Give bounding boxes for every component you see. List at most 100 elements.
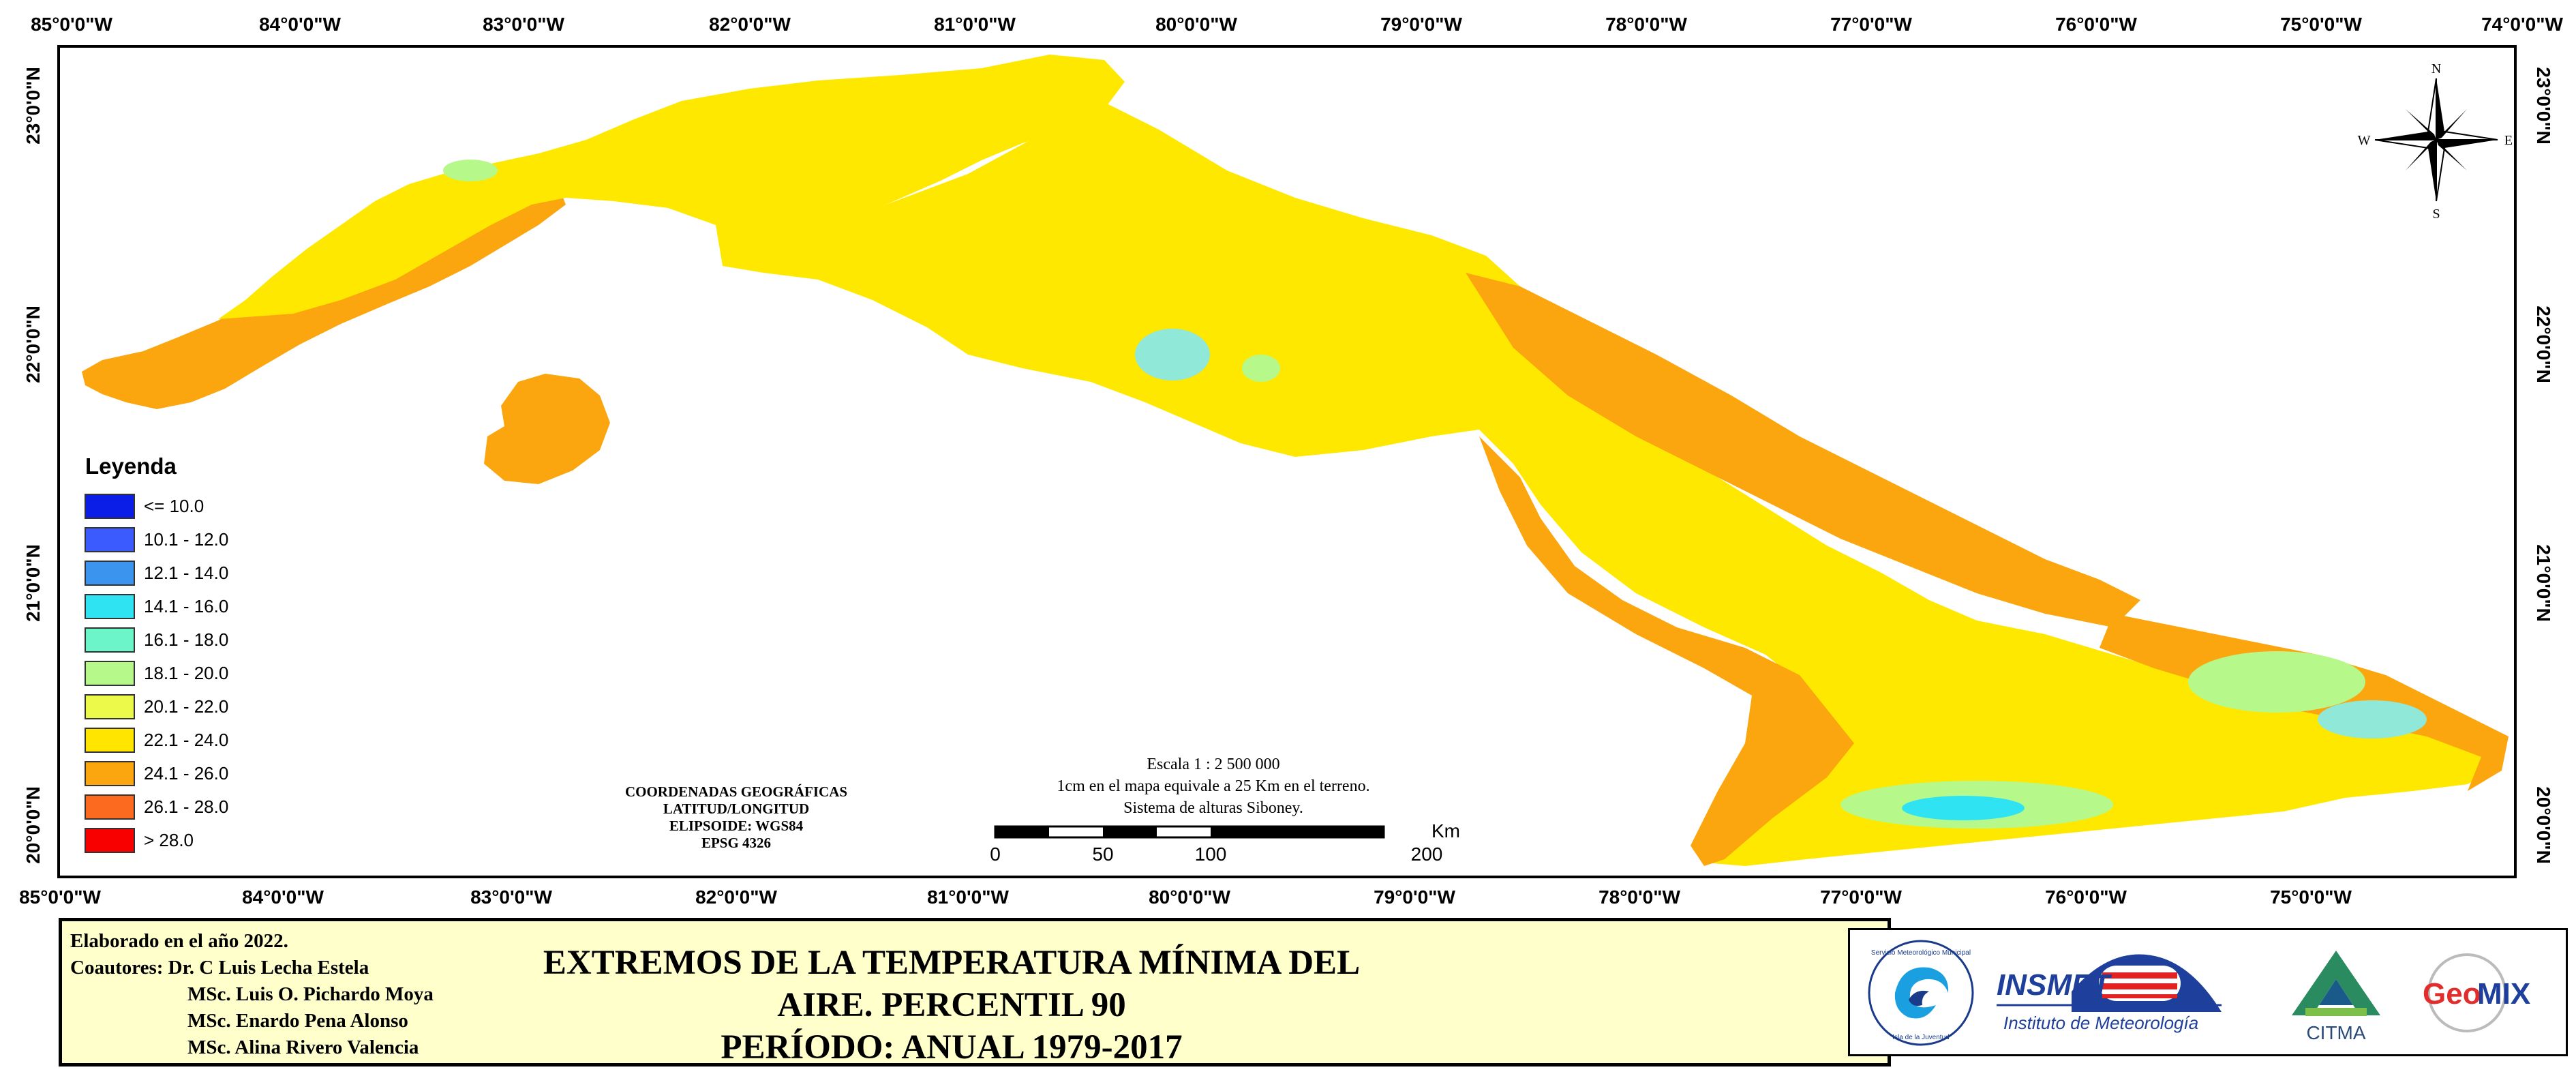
lon-label: 84°0'0"W	[242, 886, 324, 908]
lat-labels-right: 23°0'0"N 22°0'0"N 21°0'0"N 20°0'0"N	[2533, 67, 2554, 864]
coordinates-block: COORDENADAS GEOGRÁFICAS LATITUD/LONGITUD…	[625, 784, 847, 851]
legend-swatch	[85, 694, 135, 719]
northern-orange-coast	[1466, 273, 2140, 627]
scale-text: Escala 1 : 2 500 000	[1147, 756, 1279, 773]
legend-swatch	[85, 794, 135, 820]
compass-rose-icon: N S E W	[2358, 61, 2513, 222]
compass-n: N	[2431, 61, 2441, 76]
legend-swatch	[85, 661, 135, 686]
lon-label: 85°0'0"W	[19, 886, 101, 908]
legend-label: 22.1 - 24.0	[144, 730, 228, 750]
authors-block: Elaborado en el año 2022. Coautores: Dr.…	[70, 928, 434, 1061]
legend-swatch	[85, 728, 135, 753]
lon-label: 77°0'0"W	[1830, 14, 1912, 35]
legend-title: Leyenda	[85, 453, 177, 479]
isla-logo-top: Servicio Meteorológico Municipal	[1871, 949, 1971, 957]
map-title: EXTREMOS DE LA TEMPERATURA MÍNIMA DEL AI…	[498, 942, 1405, 1069]
lat-label: 22°0'0"N	[2533, 305, 2554, 383]
legend-label: 18.1 - 20.0	[144, 663, 228, 683]
scale-tick: 200	[1411, 844, 1443, 865]
lat-label: 21°0'0"N	[22, 544, 44, 622]
scale-bar	[994, 825, 1385, 839]
author-line: MSc. Luis O. Pichardo Moya	[187, 983, 434, 1005]
lon-label: 80°0'0"W	[1155, 14, 1237, 35]
made-year: Elaborado en el año 2022.	[70, 930, 288, 952]
legend-swatch	[85, 594, 135, 619]
lat-label: 20°0'0"N	[2533, 786, 2554, 864]
lat-label: 21°0'0"N	[2533, 544, 2554, 622]
lat-label: 23°0'0"N	[2533, 67, 2554, 145]
lon-label: 81°0'0"W	[934, 14, 1016, 35]
logos-panel: Servicio Meteorológico Municipal Isla de…	[1848, 928, 2568, 1056]
coords-line: EPSG 4326	[701, 835, 771, 851]
scale-block: Escala 1 : 2 500 000 1cm en el mapa equi…	[990, 756, 1460, 865]
cuba-island	[82, 55, 2509, 866]
highland-patch-central	[1135, 329, 1210, 381]
lon-label: 79°0'0"W	[1374, 886, 1455, 908]
isla-logo: Servicio Meteorológico Municipal Isla de…	[1861, 937, 1981, 1049]
lon-label: 84°0'0"W	[259, 14, 341, 35]
scale-text: Sistema de alturas Siboney.	[1123, 799, 1303, 817]
lon-label: 79°0'0"W	[1380, 14, 1462, 35]
author-line: MSc. Alina Rivero Valencia	[187, 1036, 419, 1058]
compass-s: S	[2432, 207, 2440, 222]
legend-label: 14.1 - 16.0	[144, 596, 228, 616]
geomix-a: Geo	[2423, 977, 2481, 1011]
legend-swatch	[85, 494, 135, 519]
western-yellow-region	[218, 55, 1125, 319]
compass-w: W	[2358, 133, 2371, 148]
scale-tick: 0	[990, 844, 1001, 865]
lat-label: 22°0'0"N	[22, 305, 44, 383]
southern-orange-coast	[1479, 436, 1854, 866]
legend-swatch	[85, 561, 135, 586]
lat-label: 20°0'0"N	[22, 786, 44, 864]
isla-logo-bottom: Isla de la Juventud	[1892, 1034, 1949, 1041]
lon-label: 78°0'0"W	[1598, 886, 1680, 908]
citma-logo: CITMA	[2278, 937, 2394, 1049]
lon-label: 85°0'0"W	[31, 14, 112, 35]
legend-label: 10.1 - 12.0	[144, 529, 228, 550]
lon-label: 77°0'0"W	[1820, 886, 1902, 908]
scale-tick: 100	[1195, 844, 1227, 865]
legend-label: 20.1 - 22.0	[144, 696, 228, 717]
legend-label: > 28.0	[144, 830, 194, 850]
geomix-b: MIX	[2477, 977, 2530, 1011]
lon-label: 74°0'0"W	[2481, 14, 2563, 35]
legend-label: 26.1 - 28.0	[144, 796, 228, 817]
scale-unit: Km	[1431, 820, 1460, 841]
compass-e: E	[2504, 133, 2513, 148]
map-canvas: 85°0'0"W 84°0'0"W 83°0'0"W 82°0'0"W 81°0…	[19, 14, 2563, 908]
insmet-logo: INSMET Instituto de Meteorología	[1990, 937, 2262, 1049]
lon-label: 82°0'0"W	[695, 886, 777, 908]
scale-tick: 50	[1092, 844, 1113, 865]
lon-labels-bottom: 85°0'0"W 84°0'0"W 83°0'0"W 82°0'0"W 81°0…	[19, 886, 2352, 908]
legend: Leyenda <= 10.0 10.1 - 12.0 12.1 - 14.0 14.…	[85, 453, 228, 853]
coords-line: COORDENADAS GEOGRÁFICAS	[625, 784, 847, 800]
highland-patch-central-2	[1242, 355, 1280, 382]
citma-name: CITMA	[2306, 1022, 2365, 1043]
author-line: MSc. Enardo Pena Alonso	[187, 1010, 408, 1032]
lon-label: 83°0'0"W	[470, 886, 552, 908]
coords-line: LATITUD/LONGITUD	[663, 801, 809, 817]
lon-label: 82°0'0"W	[709, 14, 791, 35]
legend-label: 24.1 - 26.0	[144, 763, 228, 784]
lon-label: 78°0'0"W	[1605, 14, 1687, 35]
lat-label: 23°0'0"N	[22, 67, 44, 145]
nipe-baracoa-patch	[2188, 651, 2365, 713]
legend-label: <= 10.0	[144, 496, 204, 516]
legend-swatch	[85, 527, 135, 552]
title-line-2: PERÍODO: ANUAL 1979-2017	[721, 1028, 1183, 1066]
baracoa-patch	[2318, 700, 2427, 739]
lon-label: 76°0'0"W	[2045, 886, 2127, 908]
legend-swatch	[85, 828, 135, 853]
lon-label: 81°0'0"W	[927, 886, 1009, 908]
central-yellow-region	[716, 102, 2502, 866]
lon-labels-top: 85°0'0"W 84°0'0"W 83°0'0"W 82°0'0"W 81°0…	[31, 14, 2563, 35]
coords-line: ELIPSOIDE: WGS84	[669, 818, 804, 834]
lat-labels-left: 23°0'0"N 22°0'0"N 21°0'0"N 20°0'0"N	[22, 67, 44, 864]
legend-swatch	[85, 627, 135, 653]
legend-swatch	[85, 761, 135, 786]
lon-label: 75°0'0"W	[2270, 886, 2352, 908]
legend-label: 16.1 - 18.0	[144, 629, 228, 650]
title-line-1: EXTREMOS DE LA TEMPERATURA MÍNIMA DEL AI…	[543, 944, 1361, 1024]
